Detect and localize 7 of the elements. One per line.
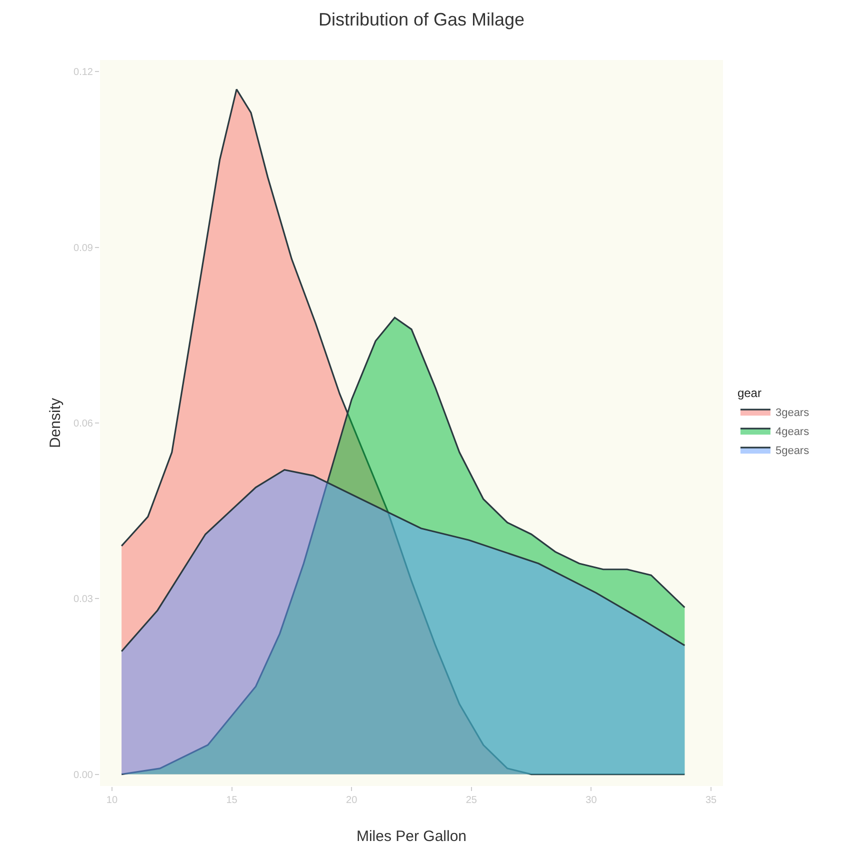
legend-label: 4gears bbox=[775, 426, 810, 438]
x-axis-title: Miles Per Gallon bbox=[356, 828, 467, 845]
y-axis-title: Density bbox=[47, 398, 64, 448]
chart-title: Distribution of Gas Milage bbox=[318, 10, 525, 30]
legend-title: gear bbox=[737, 386, 762, 400]
legend-label: 3gears bbox=[775, 406, 810, 419]
legend-label: 5gears bbox=[775, 444, 810, 457]
